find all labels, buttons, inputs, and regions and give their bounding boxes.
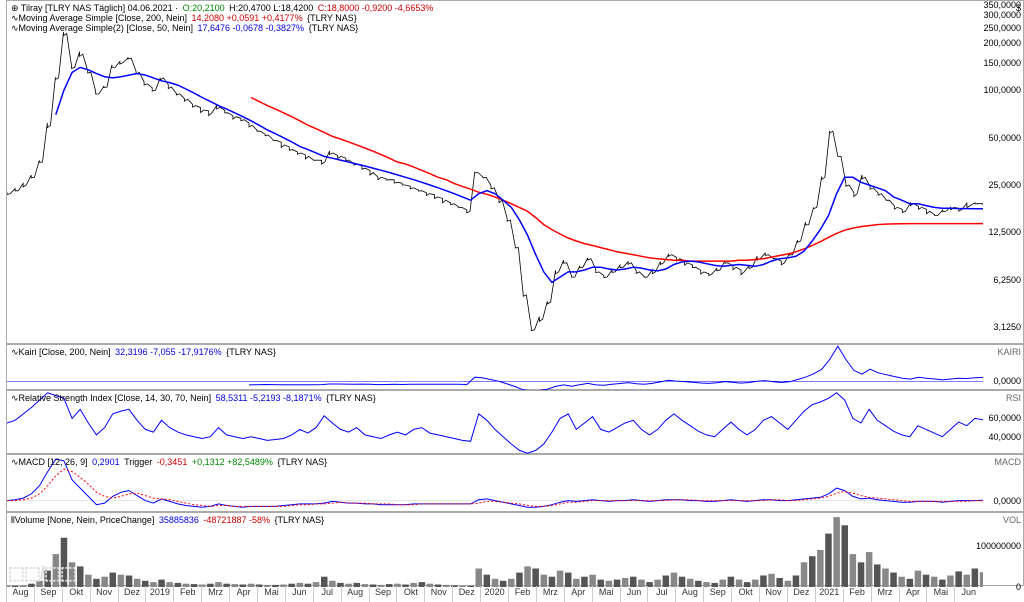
- y-tick-label: 60,0000: [988, 413, 1021, 423]
- y-tick-label: 250,0000: [983, 23, 1021, 33]
- header_kairi-label: ∿Kairi [Close, 200, Nein] 32,3196 -7,055…: [11, 347, 278, 358]
- x-tick: Aug: [675, 586, 703, 602]
- x-tick: Mai: [592, 586, 620, 602]
- x-tick: Okt: [731, 586, 759, 602]
- x-tick: Jun: [954, 586, 982, 602]
- x-tick: Feb: [843, 586, 871, 602]
- x-tick: Sep: [369, 586, 397, 602]
- x-tick: 2020: [480, 586, 508, 602]
- y-tick-label: 100000000: [976, 541, 1021, 551]
- x-tick: Nov: [90, 586, 118, 602]
- x-tick: Dez: [452, 586, 480, 602]
- x-tick: Aug: [6, 586, 34, 602]
- kairi-panel[interactable]: ∿Kairi [Close, 200, Nein] 32,3196 -7,055…: [6, 344, 1024, 390]
- axis-title: RSI: [1006, 393, 1021, 403]
- y-tick-label: 350,0000: [983, 0, 1021, 10]
- header_vol-label: ⫴Volume [None, Nein, PriceChange] 358858…: [11, 515, 326, 526]
- header_rsi-label: ∿Relative Strength Index [Close, 14, 30,…: [11, 393, 378, 404]
- x-tick: Mrz: [201, 586, 229, 602]
- y-tick-label: 300,0000: [983, 10, 1021, 20]
- y-tick-label: 0: [1016, 582, 1021, 592]
- x-tick: Jun: [285, 586, 313, 602]
- y-tick-label: 100,0000: [983, 85, 1021, 95]
- y-tick-label: 0,0000: [993, 496, 1021, 506]
- macd-panel[interactable]: ∿MACD [12, 26, 9] 0,2901 Trigger -0,3451…: [6, 454, 1024, 512]
- x-tick: Mai: [926, 586, 954, 602]
- main-panel[interactable]: ⊕ Tilray [TLRY NAS Täglich] 04.06.2021 ·…: [6, 0, 1024, 344]
- y-tick-label: 200,0000: [983, 38, 1021, 48]
- main-svg: [7, 1, 983, 345]
- x-tick: Aug: [341, 586, 369, 602]
- y-tick-label: 3,1250: [993, 322, 1021, 332]
- x-tick: Okt: [62, 586, 90, 602]
- x-tick: Sep: [34, 586, 62, 602]
- rsi-panel[interactable]: ∿Relative Strength Index [Close, 14, 30,…: [6, 390, 1024, 454]
- x-tick: Apr: [229, 586, 257, 602]
- x-tick: Dez: [118, 586, 146, 602]
- axis-title: KAIRI: [997, 347, 1021, 357]
- watermark: ⬚⬚/⬚⬚: [8, 563, 76, 584]
- x-tick: Mrz: [871, 586, 899, 602]
- header_macd-label: ∿MACD [12, 26, 9] 0,2901 Trigger -0,3451…: [11, 457, 329, 468]
- y-tick-label: 25,0000: [988, 180, 1021, 190]
- x-tick: Sep: [703, 586, 731, 602]
- vol-panel[interactable]: ⫴Volume [None, Nein, PriceChange] 358858…: [6, 512, 1024, 586]
- axis-title: VOL: [1003, 515, 1021, 525]
- x-tick: Jun: [620, 586, 648, 602]
- y-tick-label: 6,2500: [993, 275, 1021, 285]
- axis-title: MACD: [995, 457, 1022, 467]
- x-tick: Jul: [313, 586, 341, 602]
- x-tick: Mrz: [536, 586, 564, 602]
- y-tick-label: 12,5000: [988, 227, 1021, 237]
- header_ma50-label: ∿Moving Average Simple(2) [Close, 50, Ne…: [11, 23, 360, 34]
- y-tick-label: 40,0000: [988, 432, 1021, 442]
- x-tick: 2019: [145, 586, 173, 602]
- x-tick: Apr: [564, 586, 592, 602]
- x-tick: Apr: [899, 586, 927, 602]
- x-tick: Nov: [424, 586, 452, 602]
- y-tick-label: 50,0000: [988, 133, 1021, 143]
- x-tick: Okt: [396, 586, 424, 602]
- x-tick: 2021: [815, 586, 843, 602]
- x-tick: Dez: [787, 586, 815, 602]
- x-axis: AugSepOktNovDez2019FebMrzAprMaiJunJulAug…: [6, 586, 982, 602]
- x-tick: Mai: [257, 586, 285, 602]
- x-tick: Feb: [173, 586, 201, 602]
- y-tick-label: 150,0000: [983, 58, 1021, 68]
- x-tick: Nov: [759, 586, 787, 602]
- y-tick-label: 0,0000: [993, 376, 1021, 386]
- x-tick: Jul: [647, 586, 675, 602]
- x-tick: Feb: [508, 586, 536, 602]
